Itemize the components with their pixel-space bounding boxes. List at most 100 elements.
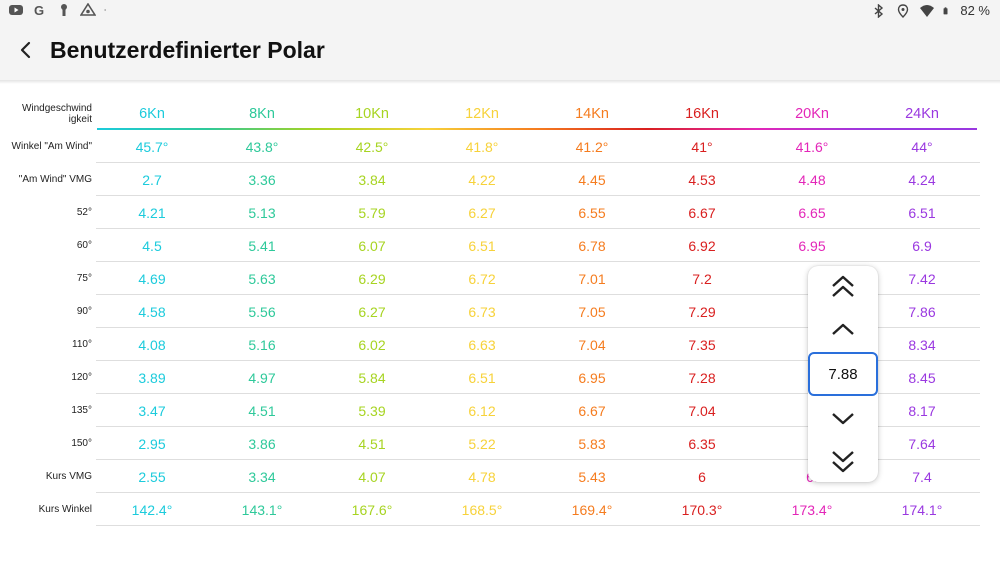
table-cell[interactable]: 41.2° bbox=[575, 138, 609, 155]
table-cell[interactable]: 6.27 bbox=[358, 303, 386, 320]
back-button[interactable] bbox=[12, 36, 40, 64]
table-cell[interactable]: 143.1° bbox=[241, 501, 283, 518]
table-cell[interactable]: 8.34 bbox=[908, 336, 936, 353]
row-label: 90° bbox=[76, 306, 92, 317]
table-cell[interactable]: 5.83 bbox=[578, 435, 606, 452]
table-cell[interactable]: 6.95 bbox=[578, 369, 606, 386]
table-cell[interactable]: 45.7° bbox=[135, 138, 169, 155]
table-cell[interactable]: 7.04 bbox=[578, 336, 606, 353]
table-cell[interactable]: 6.78 bbox=[578, 237, 606, 254]
increase-fast-button[interactable] bbox=[823, 272, 863, 302]
table-cell[interactable]: 5.22 bbox=[468, 435, 496, 452]
table-cell[interactable]: 5.13 bbox=[248, 204, 276, 221]
table-cell[interactable]: 5.39 bbox=[358, 402, 386, 419]
table-cell[interactable]: 7.4 bbox=[912, 468, 932, 485]
table-cell[interactable]: 7.64 bbox=[908, 435, 936, 452]
table-cell[interactable]: 6.51 bbox=[468, 369, 496, 386]
table-cell[interactable]: 4.21 bbox=[138, 204, 166, 221]
table-cell[interactable]: 5.41 bbox=[248, 237, 276, 254]
chevron-down-icon bbox=[832, 413, 854, 425]
table-cell[interactable]: 4.07 bbox=[358, 468, 386, 485]
battery-icon bbox=[943, 6, 948, 14]
table-cell[interactable]: 6.35 bbox=[688, 435, 716, 452]
table-cell[interactable]: 6.51 bbox=[468, 237, 496, 254]
table-cell[interactable]: 2.7 bbox=[142, 171, 162, 188]
table-cell[interactable]: 6.07 bbox=[358, 237, 386, 254]
table-cell[interactable]: 173.4° bbox=[791, 501, 833, 518]
table-cell[interactable]: 6.67 bbox=[578, 402, 606, 419]
table-cell[interactable]: 6.95 bbox=[798, 237, 826, 254]
table-cell[interactable]: 7.05 bbox=[578, 303, 606, 320]
table-cell[interactable]: 6.9 bbox=[912, 237, 932, 254]
table-cell[interactable]: 6.51 bbox=[908, 204, 936, 221]
table-cell[interactable]: 2.95 bbox=[138, 435, 166, 452]
table-cell[interactable]: 4.48 bbox=[798, 171, 826, 188]
table-cell[interactable]: 4.24 bbox=[908, 171, 936, 188]
table-cell[interactable]: 3.86 bbox=[248, 435, 276, 452]
table-cell[interactable]: 43.8° bbox=[245, 138, 279, 155]
table-cell[interactable]: 7.28 bbox=[688, 369, 716, 386]
table-cell[interactable]: 6.02 bbox=[358, 336, 386, 353]
table-cell[interactable]: 6.55 bbox=[578, 204, 606, 221]
table-cell[interactable]: 7.86 bbox=[908, 303, 936, 320]
table-cell[interactable]: 168.5° bbox=[461, 501, 503, 518]
table-cell[interactable]: 6 bbox=[698, 468, 706, 485]
table-cell[interactable]: 6.12 bbox=[468, 402, 496, 419]
table-cell[interactable]: 4.78 bbox=[468, 468, 496, 485]
table-cell[interactable]: 6.27 bbox=[468, 204, 496, 221]
table-cell[interactable]: 169.4° bbox=[571, 501, 613, 518]
table-cell[interactable]: 5.63 bbox=[248, 270, 276, 287]
table-cell[interactable]: 4.69 bbox=[138, 270, 166, 287]
table-cell[interactable]: 4.08 bbox=[138, 336, 166, 353]
table-cell[interactable]: 7.04 bbox=[688, 402, 716, 419]
table-cell[interactable]: 41.6° bbox=[795, 138, 829, 155]
table-cell[interactable]: 5.79 bbox=[358, 204, 386, 221]
table-cell[interactable]: 3.36 bbox=[248, 171, 276, 188]
value-picker: 7.88 bbox=[808, 266, 878, 482]
table-cell[interactable]: 6.67 bbox=[688, 204, 716, 221]
table-cell[interactable]: 6.63 bbox=[468, 336, 496, 353]
table-cell[interactable]: 7.42 bbox=[908, 270, 936, 287]
table-cell[interactable]: 4.53 bbox=[688, 171, 716, 188]
table-cell[interactable]: 6.92 bbox=[688, 237, 716, 254]
table-cell[interactable]: 4.45 bbox=[578, 171, 606, 188]
table-cell[interactable]: 174.1° bbox=[901, 501, 943, 518]
table-cell[interactable]: 6.73 bbox=[468, 303, 496, 320]
table-cell[interactable]: 5.56 bbox=[248, 303, 276, 320]
table-cell[interactable]: 44° bbox=[911, 138, 933, 155]
table-cell[interactable]: 3.89 bbox=[138, 369, 166, 386]
table-cell[interactable]: 4.58 bbox=[138, 303, 166, 320]
table-cell[interactable]: 6.65 bbox=[798, 204, 826, 221]
table-cell[interactable]: 7.01 bbox=[578, 270, 606, 287]
table-cell[interactable]: 3.34 bbox=[248, 468, 276, 485]
table-cell[interactable]: 5.16 bbox=[248, 336, 276, 353]
table-cell[interactable]: 2.55 bbox=[138, 468, 166, 485]
picker-value-field[interactable]: 7.88 bbox=[808, 352, 878, 396]
table-cell[interactable]: 5.43 bbox=[578, 468, 606, 485]
table-cell[interactable]: 8.17 bbox=[908, 402, 936, 419]
decrease-fast-button[interactable] bbox=[823, 446, 863, 476]
table-cell[interactable]: 42.5° bbox=[355, 138, 389, 155]
table-cell[interactable]: 41.8° bbox=[465, 138, 499, 155]
table-cell[interactable]: 4.51 bbox=[248, 402, 276, 419]
table-cell[interactable]: 4.22 bbox=[468, 171, 496, 188]
table-cell[interactable]: 6.72 bbox=[468, 270, 496, 287]
table-cell[interactable]: 142.4° bbox=[131, 501, 173, 518]
table-cell[interactable]: 8.45 bbox=[908, 369, 936, 386]
table-cell[interactable]: 41° bbox=[691, 138, 713, 155]
table-cell[interactable]: 3.47 bbox=[138, 402, 166, 419]
table-cell[interactable]: 167.6° bbox=[351, 501, 393, 518]
table-cell[interactable]: 5.84 bbox=[358, 369, 386, 386]
table-cell[interactable]: 3.84 bbox=[358, 171, 386, 188]
table-cell[interactable]: 6.29 bbox=[358, 270, 386, 287]
decrease-button[interactable] bbox=[823, 404, 863, 434]
table-cell[interactable]: 4.97 bbox=[248, 369, 276, 386]
column-color-bar bbox=[867, 128, 977, 130]
increase-button[interactable] bbox=[823, 314, 863, 344]
table-cell[interactable]: 170.3° bbox=[681, 501, 723, 518]
table-cell[interactable]: 7.35 bbox=[688, 336, 716, 353]
table-cell[interactable]: 4.5 bbox=[142, 237, 162, 254]
table-cell[interactable]: 4.51 bbox=[358, 435, 386, 452]
table-cell[interactable]: 7.2 bbox=[692, 270, 712, 287]
table-cell[interactable]: 7.29 bbox=[688, 303, 716, 320]
